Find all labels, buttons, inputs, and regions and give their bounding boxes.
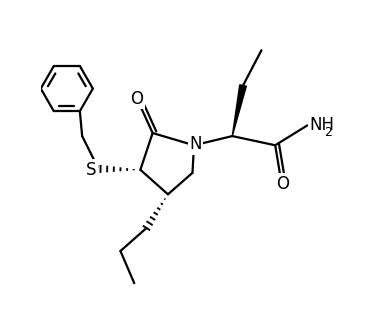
Text: 2: 2 xyxy=(324,126,331,139)
Text: N: N xyxy=(189,135,202,154)
Text: O: O xyxy=(276,175,289,193)
Text: NH: NH xyxy=(309,116,334,134)
Polygon shape xyxy=(232,85,246,136)
Text: S: S xyxy=(86,161,97,179)
Text: O: O xyxy=(130,90,143,108)
